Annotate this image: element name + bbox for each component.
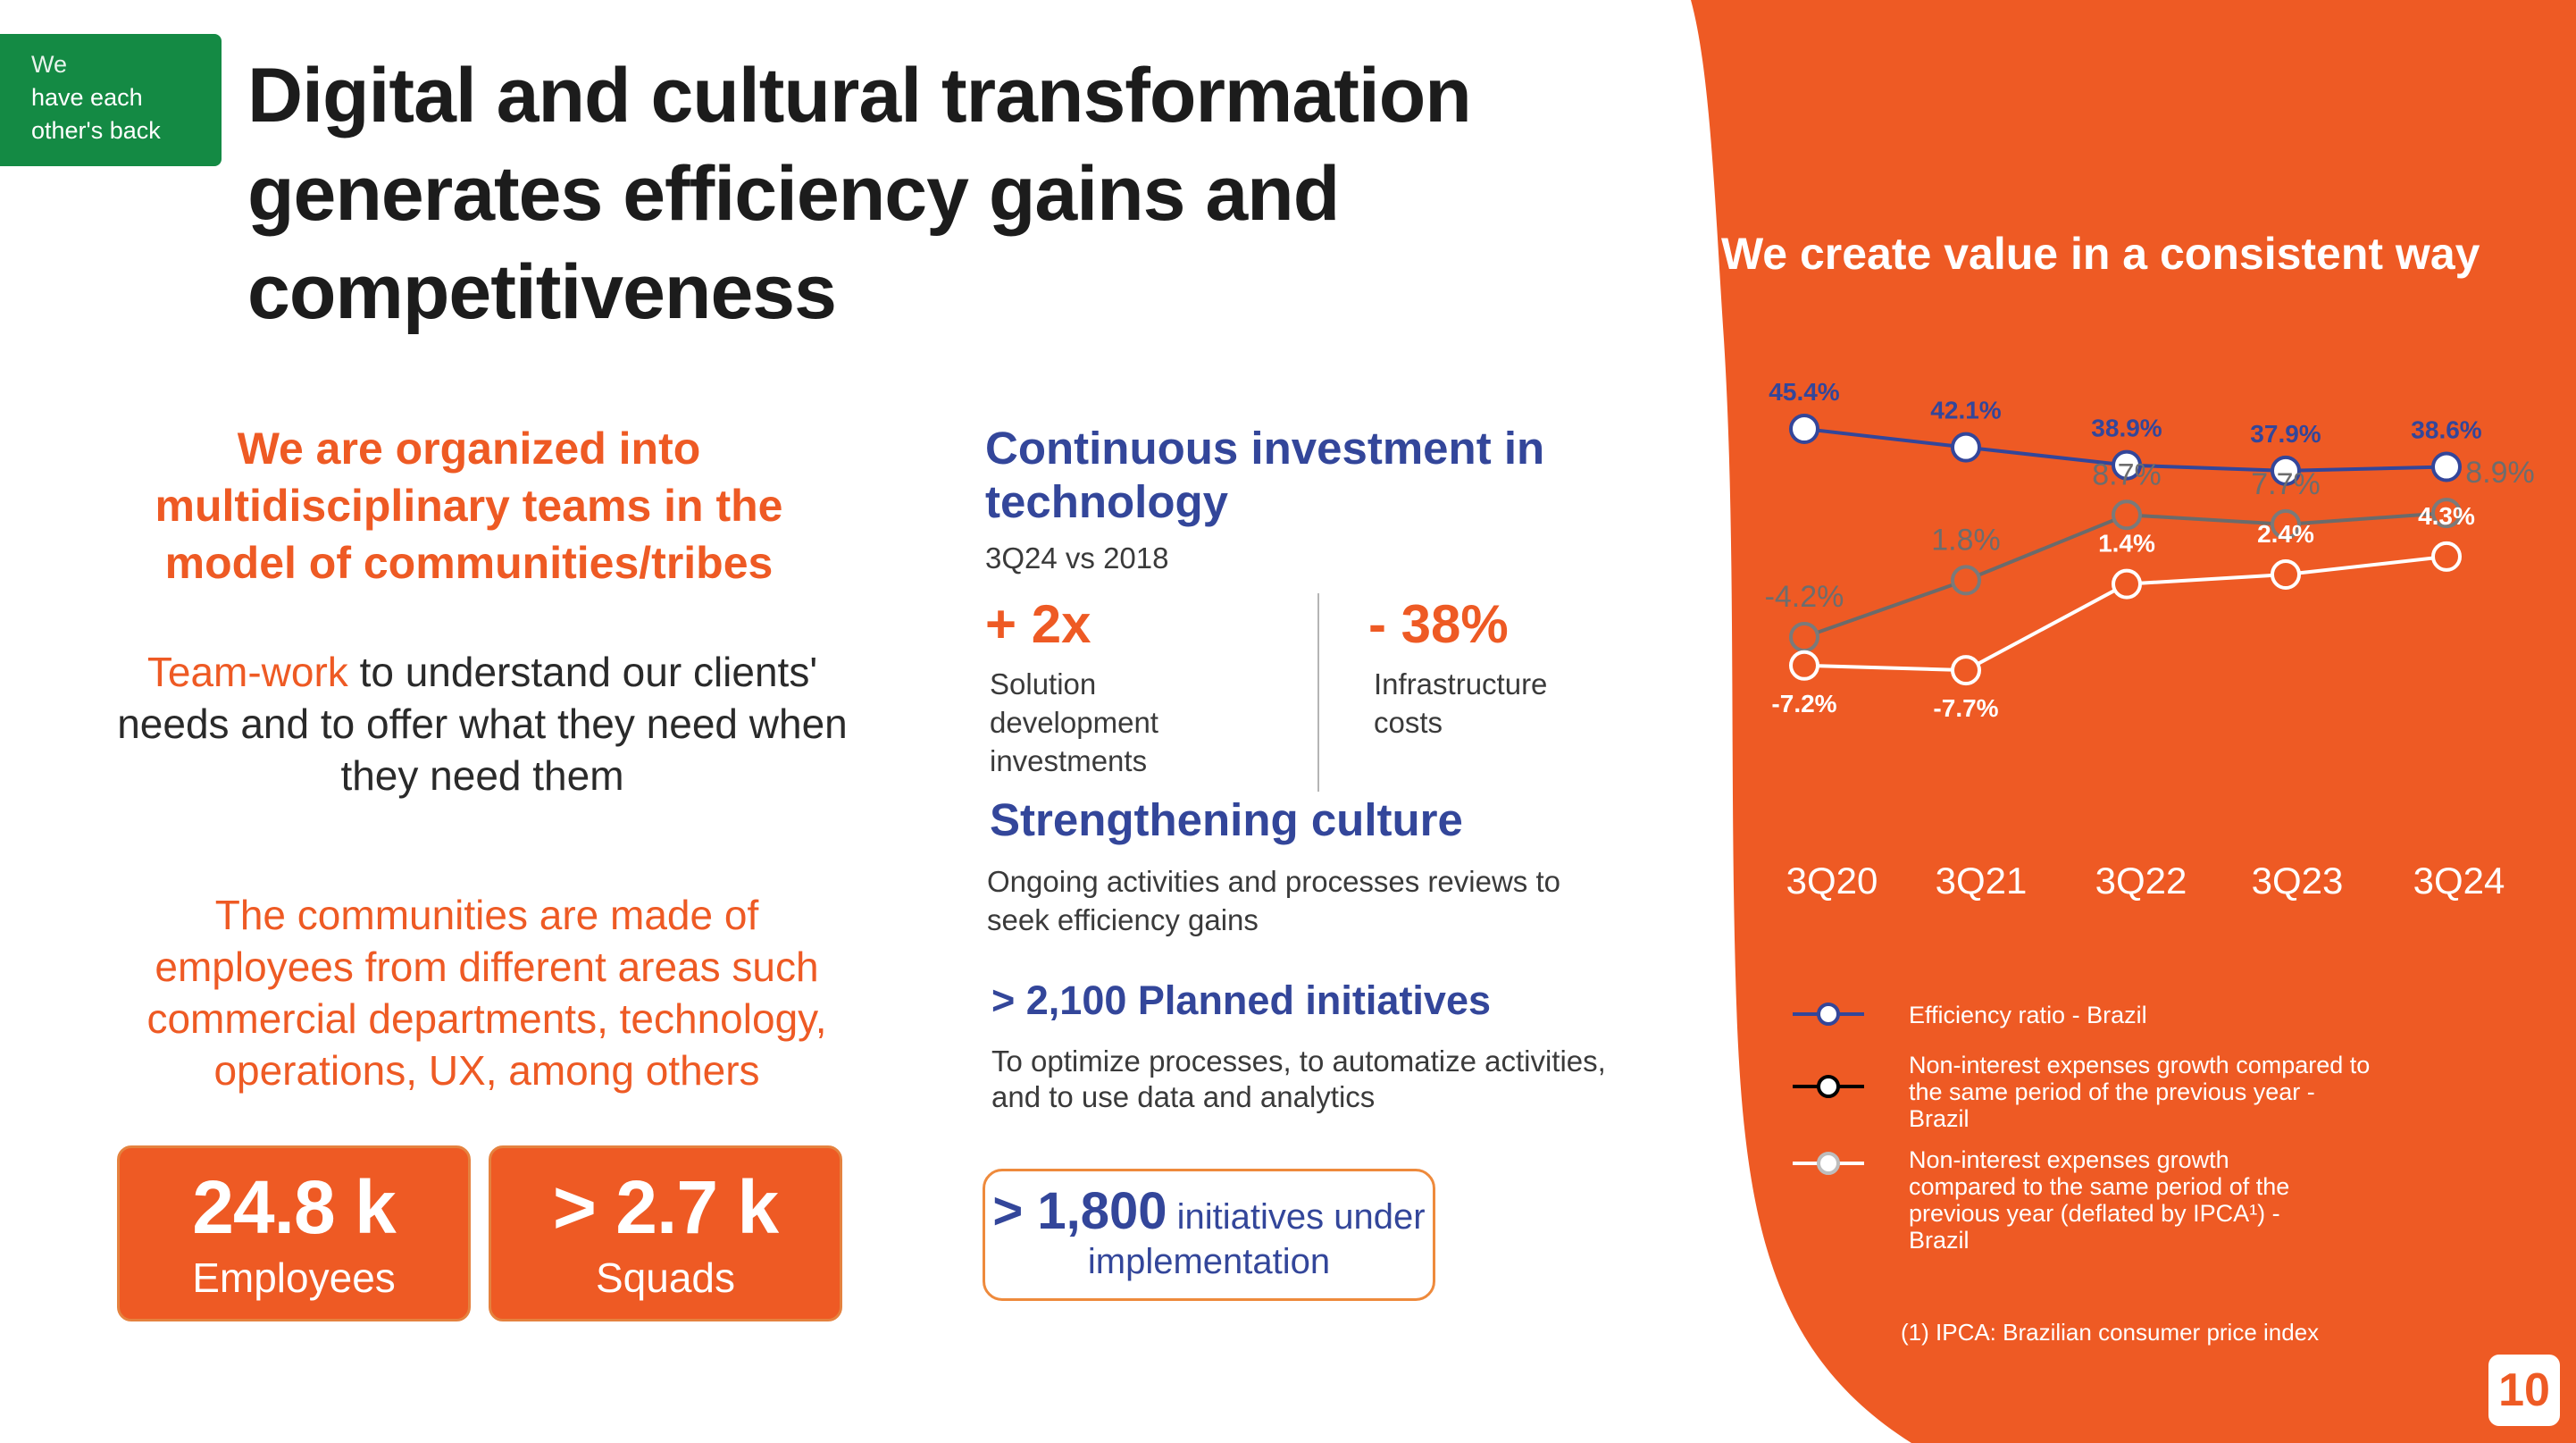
data-label-2-0: -7.2% <box>1771 690 1836 717</box>
data-point-0-0 <box>1789 414 1819 444</box>
badge-line-2: have each <box>31 84 143 111</box>
data-label-1-0: -4.2% <box>1765 580 1844 614</box>
data-label-0-1: 42.1% <box>1930 397 2001 424</box>
badge-line-3: other's back <box>31 117 161 144</box>
legend-marker-efficiency <box>1793 1003 1864 1026</box>
x-tick-label: 3Q24 <box>2413 860 2505 902</box>
teamwork-highlight: Team-work <box>146 649 348 695</box>
data-label-0-0: 45.4% <box>1769 378 1839 406</box>
line-chart: 45.4% 42.1% 38.9% 37.9% 38.6% -4.2% 1.8% 8.7% 7.… <box>1765 378 2535 902</box>
squads-label: Squads <box>595 1254 735 1301</box>
investment-heading: Continuous investment in technology <box>985 423 1545 527</box>
data-point-2-1 <box>1951 655 1981 686</box>
page-number: 10 <box>2488 1355 2560 1426</box>
legend-marker-deflated <box>1793 1152 1864 1175</box>
metric-divider <box>1317 593 1319 792</box>
data-label-1-4: 8.9% <box>2465 456 2535 490</box>
implementation-box: > 1,800 initiatives under implementation <box>983 1169 1435 1301</box>
culture-heading: Strengthening culture <box>990 794 1463 845</box>
data-point-1-2 <box>2112 499 2142 531</box>
data-label-1-3: 7.7% <box>2251 467 2321 501</box>
implementation-value: > 1,800 <box>992 1182 1167 1240</box>
data-point-1-0 <box>1789 622 1819 652</box>
data-label-0-4: 38.6% <box>2411 416 2481 444</box>
culture-text: Ongoing activities and processes reviews… <box>987 865 1560 936</box>
teamwork-text: Team-work to understand our clients' nee… <box>107 646 857 801</box>
legend-deflated: Non-interest expenses growth compared to… <box>1909 1146 2290 1254</box>
squads-value: > 2.7 k <box>552 1165 779 1249</box>
data-point-1-3 <box>2271 508 2301 540</box>
data-label-0-2: 38.9% <box>2091 415 2162 442</box>
solution-investment-label: Solution development investments <box>990 667 1158 777</box>
data-label-2-4: 4.3% <box>2418 502 2475 530</box>
data-label-2-3: 2.4% <box>2257 520 2314 548</box>
data-label-0-3: 37.9% <box>2250 420 2321 448</box>
legend-marker-expenses <box>1793 1075 1864 1098</box>
solution-investment-value: + 2x <box>985 594 1091 654</box>
page-title: Digital and cultural transformation gene… <box>247 53 1472 335</box>
data-point-1-4 <box>2431 498 2462 529</box>
infrastructure-value: - 38% <box>1368 594 1509 654</box>
badge-line-1: We <box>31 51 68 78</box>
data-label-1-2: 8.7% <box>2092 457 2162 491</box>
data-point-2-0 <box>1789 650 1819 681</box>
teams-heading: We are organized into multidisciplinary … <box>155 424 783 588</box>
communities-text: The communities are made of employees fr… <box>146 892 827 1094</box>
planned-initiatives-text: To optimize processes, to automatize act… <box>991 1044 1606 1113</box>
data-point-2-4 <box>2431 541 2462 572</box>
legend-expenses: Non-interest expenses growth compared to… <box>1909 1052 2371 1132</box>
chart-title: We create value in a consistent way <box>1721 229 2480 279</box>
tagline-badge: We have each other's back <box>0 34 222 166</box>
data-label-2-2: 1.4% <box>2098 530 2155 558</box>
squads-stat: > 2.7 k Squads <box>489 1145 842 1321</box>
data-point-0-3 <box>2271 455 2301 486</box>
x-tick-label: 3Q20 <box>1786 860 1878 902</box>
employees-label: Employees <box>192 1254 396 1301</box>
data-label-2-1: -7.7% <box>1933 694 1998 722</box>
x-tick-label: 3Q22 <box>2095 860 2187 902</box>
comparison-period: 3Q24 vs 2018 <box>985 541 1169 575</box>
infrastructure-label: Infrastructure costs <box>1374 667 1548 739</box>
implementation-text: initiatives under implementation <box>1087 1197 1426 1281</box>
planned-initiatives-heading: > 2,100 Planned initiatives <box>991 977 1492 1023</box>
x-tick-label: 3Q23 <box>2252 860 2344 902</box>
x-tick-label: 3Q21 <box>1936 860 2028 902</box>
employees-value: 24.8 k <box>192 1165 397 1249</box>
teamwork-body: to understand our clients' needs and to … <box>117 649 848 799</box>
data-point-2-2 <box>2112 568 2142 600</box>
data-point-0-4 <box>2431 451 2462 482</box>
employees-stat: 24.8 k Employees <box>117 1145 471 1321</box>
legend-efficiency: Efficiency ratio - Brazil <box>1909 1002 2147 1028</box>
data-point-2-3 <box>2271 559 2301 591</box>
data-point-0-2 <box>2112 449 2142 481</box>
footnote: (1) IPCA: Brazilian consumer price index <box>1901 1319 2320 1346</box>
data-point-1-1 <box>1951 565 1981 596</box>
data-point-0-1 <box>1951 432 1981 463</box>
data-label-1-1: 1.8% <box>1931 523 2001 557</box>
